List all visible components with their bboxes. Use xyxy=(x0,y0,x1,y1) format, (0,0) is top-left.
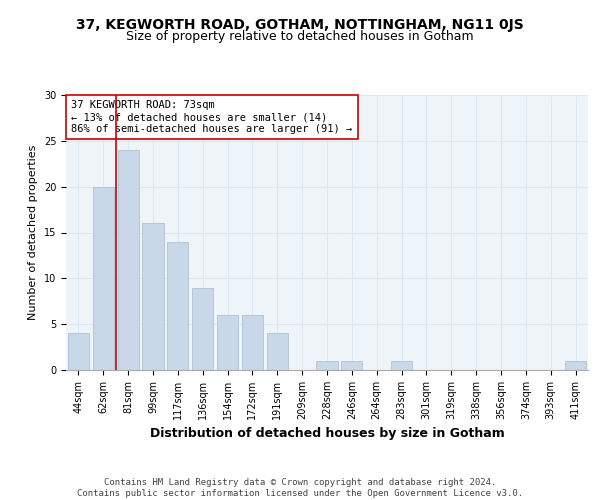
Text: 37 KEGWORTH ROAD: 73sqm
← 13% of detached houses are smaller (14)
86% of semi-de: 37 KEGWORTH ROAD: 73sqm ← 13% of detache… xyxy=(71,100,352,134)
Bar xyxy=(242,315,263,370)
Y-axis label: Number of detached properties: Number of detached properties xyxy=(28,145,38,320)
Bar xyxy=(93,186,114,370)
Bar xyxy=(142,224,164,370)
Bar xyxy=(167,242,188,370)
Bar xyxy=(565,361,586,370)
Bar xyxy=(192,288,213,370)
Bar xyxy=(217,315,238,370)
Text: Size of property relative to detached houses in Gotham: Size of property relative to detached ho… xyxy=(126,30,474,43)
X-axis label: Distribution of detached houses by size in Gotham: Distribution of detached houses by size … xyxy=(149,428,505,440)
Bar xyxy=(267,334,288,370)
Bar xyxy=(391,361,412,370)
Bar xyxy=(68,334,89,370)
Bar xyxy=(341,361,362,370)
Bar xyxy=(118,150,139,370)
Text: Contains HM Land Registry data © Crown copyright and database right 2024.
Contai: Contains HM Land Registry data © Crown c… xyxy=(77,478,523,498)
Bar xyxy=(316,361,338,370)
Text: 37, KEGWORTH ROAD, GOTHAM, NOTTINGHAM, NG11 0JS: 37, KEGWORTH ROAD, GOTHAM, NOTTINGHAM, N… xyxy=(76,18,524,32)
